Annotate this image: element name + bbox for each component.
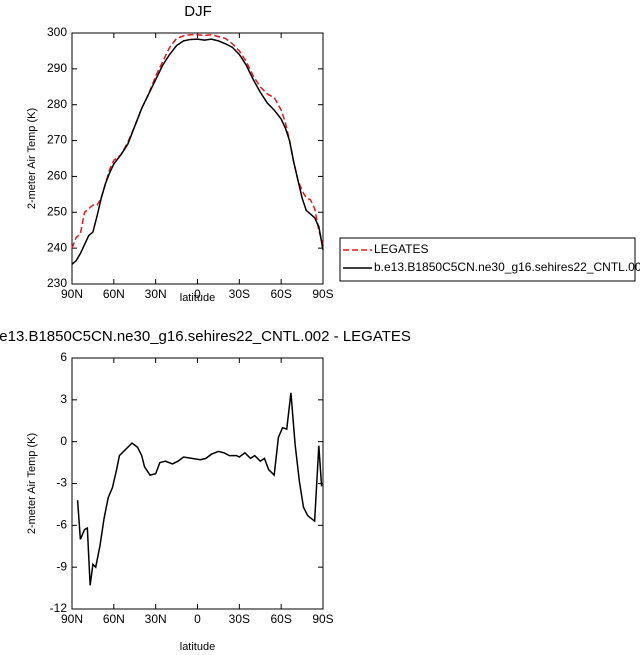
y-tick-label: -3 <box>56 476 67 490</box>
y-tick-label: 300 <box>47 25 67 39</box>
x-axis-title: latitude <box>180 292 215 304</box>
y-axis-title: 2-meter Air Temp (K) <box>26 433 38 534</box>
y-tick-label: 260 <box>47 169 67 183</box>
y-tick-label: 270 <box>47 133 67 147</box>
y-tick-label: 250 <box>47 204 67 218</box>
y-tick-label: 280 <box>47 97 67 111</box>
chart-title: .e13.B1850C5CN.ne30_g16.sehires22_CNTL.0… <box>0 328 411 345</box>
x-tick-label: 90S <box>312 612 333 626</box>
y-tick-label: 6 <box>60 350 67 364</box>
y-axis-title: 2-meter Air Temp (K) <box>26 108 38 209</box>
x-tick-label: 90N <box>61 287 83 301</box>
x-axis-title: latitude <box>180 641 215 653</box>
data-line <box>76 392 323 586</box>
x-tick-label: 0 <box>194 287 201 301</box>
y-tick-label: 3 <box>60 392 67 406</box>
x-tick-label: 30S <box>229 612 250 626</box>
legend-label: LEGATES <box>374 242 428 256</box>
x-tick-label: 30N <box>145 287 167 301</box>
legend-label: b.e13.B1850C5CN.ne30_g16.sehires22_CNTL.… <box>374 260 640 274</box>
y-tick-label: -9 <box>56 559 67 573</box>
x-tick-label: 60S <box>270 612 291 626</box>
x-tick-label: 60N <box>103 612 125 626</box>
legend-box <box>339 237 636 282</box>
plot-frame <box>71 32 324 285</box>
y-tick-label: 240 <box>47 240 67 254</box>
y-tick-label: 0 <box>60 434 67 448</box>
y-tick-label: 290 <box>47 61 67 75</box>
y-tick-label: -12 <box>50 601 68 615</box>
y-tick-label: -6 <box>56 518 67 532</box>
plot-frame <box>71 357 324 610</box>
x-tick-label: 60N <box>103 287 125 301</box>
chart-title: DJF <box>184 3 212 20</box>
data-line <box>71 38 324 265</box>
x-tick-label: 90N <box>61 612 83 626</box>
y-tick-label: 230 <box>47 276 67 290</box>
data-line <box>71 34 324 249</box>
x-tick-label: 30N <box>145 612 167 626</box>
x-tick-label: 30S <box>229 287 250 301</box>
x-tick-label: 0 <box>194 612 201 626</box>
x-tick-label: 60S <box>270 287 291 301</box>
x-tick-label: 90S <box>312 287 333 301</box>
